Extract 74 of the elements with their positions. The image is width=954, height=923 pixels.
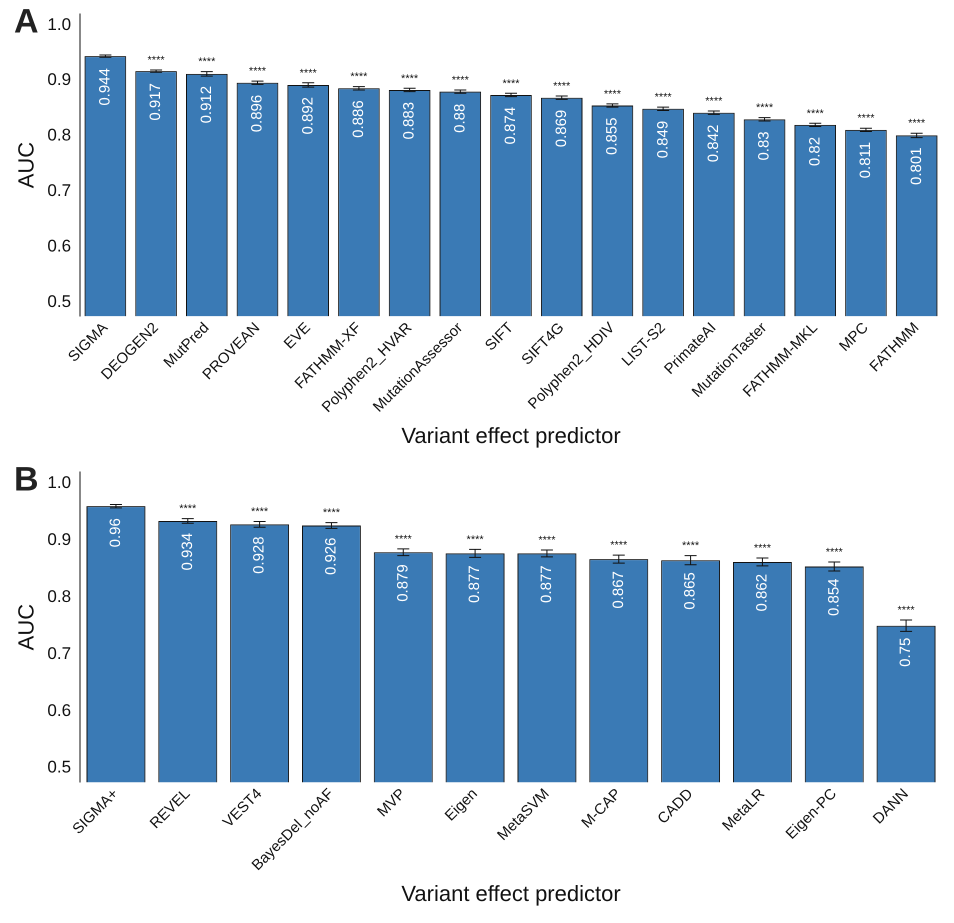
data-label: 0.879 <box>394 564 412 602</box>
annotation: **** <box>322 507 341 520</box>
y-tick-label: 0.8 <box>47 586 72 606</box>
data-label: 0.82 <box>806 136 824 166</box>
data-label: 0.855 <box>604 117 621 156</box>
y-tick-label: 0.9 <box>47 530 72 549</box>
y-tick-label: 0.5 <box>47 292 72 311</box>
x-axis-title: Variant effect predictor <box>401 422 621 448</box>
annotation: **** <box>857 112 876 125</box>
annotation: **** <box>682 540 700 552</box>
annotation: **** <box>198 56 216 68</box>
y-tick-label: 0.8 <box>47 126 72 145</box>
annotation: **** <box>754 542 772 554</box>
y-tick-label: 0.7 <box>47 181 72 200</box>
data-label: 0.96 <box>107 518 124 548</box>
annotation: **** <box>466 534 484 546</box>
data-label: 0.934 <box>178 532 196 570</box>
data-label: 0.886 <box>350 100 368 138</box>
y-tick-label: 0.7 <box>47 644 72 663</box>
annotation: **** <box>654 92 672 104</box>
annotation: **** <box>350 71 368 84</box>
y-tick-label: 0.9 <box>47 70 72 90</box>
annotation: **** <box>148 54 166 67</box>
annotation: **** <box>553 80 571 93</box>
data-label: 0.842 <box>704 124 722 162</box>
data-label: 0.896 <box>248 94 266 132</box>
data-label: 0.849 <box>654 120 672 158</box>
y-tick-label: 0.6 <box>47 236 72 256</box>
data-label: 0.862 <box>754 574 771 612</box>
annotation: **** <box>806 108 825 120</box>
data-label: 0.912 <box>198 86 215 124</box>
chart-title: A <box>14 2 39 40</box>
x-axis-title: Variant effect predictor <box>401 880 621 906</box>
annotation: **** <box>826 546 844 558</box>
annotation: **** <box>251 506 269 518</box>
data-label: 0.917 <box>147 83 164 121</box>
data-label: 0.801 <box>908 147 925 185</box>
data-label: 0.88 <box>451 104 468 133</box>
data-label: 0.83 <box>756 131 773 161</box>
y-tick-label: 0.6 <box>47 700 72 720</box>
annotation: **** <box>604 88 622 100</box>
y-tick-label: 0.5 <box>47 758 72 777</box>
y-axis-title: AUC <box>13 142 38 188</box>
chart-title: B <box>14 460 39 498</box>
annotation: **** <box>502 78 520 90</box>
annotation: **** <box>908 118 926 130</box>
annotation: **** <box>705 96 724 108</box>
annotation: **** <box>538 534 556 547</box>
annotation: **** <box>610 540 628 552</box>
data-label: 0.874 <box>502 106 520 144</box>
data-label: 0.892 <box>299 96 316 135</box>
data-label: 0.926 <box>322 538 340 576</box>
data-label: 0.877 <box>466 565 484 603</box>
annotation: **** <box>248 66 267 78</box>
data-label: 0.877 <box>538 565 556 603</box>
data-label: 0.811 <box>857 142 874 178</box>
annotation: **** <box>756 102 774 114</box>
data-label: 0.867 <box>610 571 627 609</box>
y-axis-title: AUC <box>13 604 38 650</box>
data-label: 0.75 <box>897 638 914 667</box>
data-label: 0.854 <box>825 578 842 616</box>
data-label: 0.869 <box>552 110 570 148</box>
data-label: 0.883 <box>400 102 418 140</box>
data-label: 0.865 <box>682 572 699 610</box>
annotation: **** <box>452 74 470 86</box>
annotation: **** <box>898 604 916 617</box>
y-tick-label: 1.0 <box>47 14 72 34</box>
annotation: **** <box>394 533 413 546</box>
annotation: **** <box>179 503 198 516</box>
annotation: **** <box>300 67 318 80</box>
y-tick-label: 1.0 <box>47 473 72 492</box>
annotation: **** <box>401 72 419 85</box>
data-label: 0.928 <box>250 536 268 574</box>
data-label: 0.944 <box>96 68 114 106</box>
